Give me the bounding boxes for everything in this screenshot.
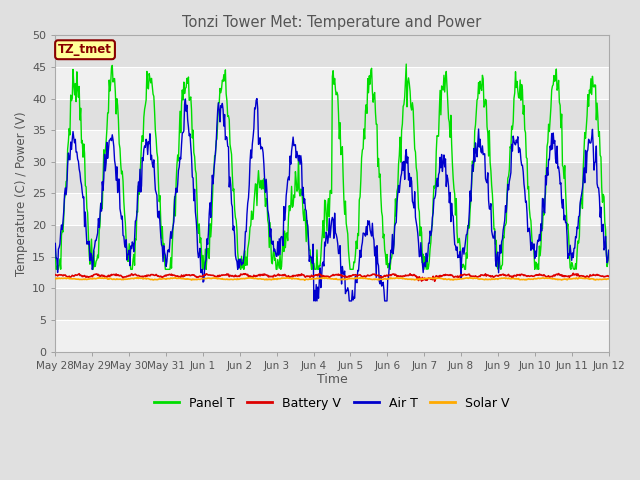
Bar (55, 130, 609, 162)
Bar (55, 36, 609, 67)
Bar (55, 288, 609, 320)
Bar (55, 67, 609, 98)
Bar (55, 98, 609, 130)
Bar (55, 320, 609, 351)
X-axis label: Time: Time (317, 373, 348, 386)
Bar (55, 257, 609, 288)
Bar (55, 225, 609, 257)
Bar (55, 193, 609, 225)
Legend: Panel T, Battery V, Air T, Solar V: Panel T, Battery V, Air T, Solar V (149, 392, 515, 415)
Text: TZ_tmet: TZ_tmet (58, 43, 112, 56)
Y-axis label: Temperature (C) / Power (V): Temperature (C) / Power (V) (15, 111, 28, 276)
Title: Tonzi Tower Met: Temperature and Power: Tonzi Tower Met: Temperature and Power (182, 15, 481, 30)
Bar (55, 162, 609, 193)
